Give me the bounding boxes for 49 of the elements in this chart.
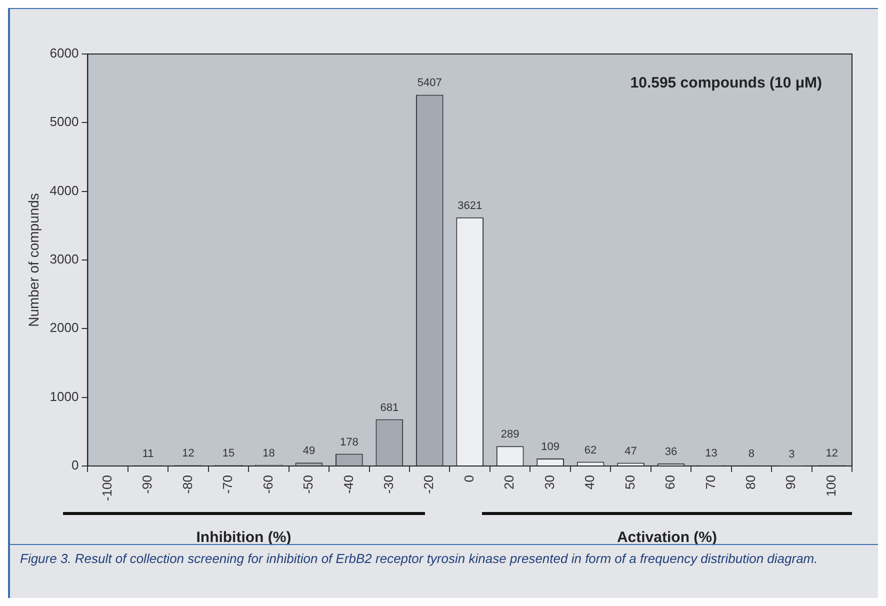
x-tick-label: 70 <box>702 474 718 490</box>
x-tick-label: 30 <box>542 474 557 490</box>
data-label: 11 <box>142 448 154 460</box>
data-label: 49 <box>302 445 316 458</box>
data-label: 47 <box>624 445 637 458</box>
data-label: 5407 <box>417 77 442 90</box>
y-tick-label: 1000 <box>50 388 79 404</box>
x-tick-label: -100 <box>99 474 114 502</box>
data-label: 289 <box>500 428 520 441</box>
x-tick-label: -70 <box>220 474 236 494</box>
x-tick-label: -90 <box>140 474 155 494</box>
data-label: 15 <box>222 447 235 460</box>
data-label: 36 <box>664 446 678 458</box>
y-tick-label: 6000 <box>50 46 79 61</box>
y-tick-label: 3000 <box>50 252 79 267</box>
data-label: 62 <box>584 444 597 456</box>
y-tick-label: 4000 <box>50 182 79 198</box>
x-tick-label: 0 <box>461 474 476 482</box>
data-label: 178 <box>340 436 358 448</box>
data-label: 3621 <box>458 200 482 212</box>
x-tick-label: -40 <box>340 474 356 494</box>
y-tick-label: 5000 <box>50 114 79 130</box>
data-label: 18 <box>262 447 275 460</box>
data-label: 109 <box>541 441 560 454</box>
data-label: 681 <box>380 402 399 414</box>
x-tick-label: -20 <box>421 474 436 494</box>
text: Activation (%) <box>616 529 718 546</box>
x-tick-label: 20 <box>502 474 517 490</box>
data-label: 3 <box>788 448 795 460</box>
caption: Figure 3. Result of collection screening for inhibition of ErbB2 receptor tyrosin kinase presented in form of a frequency distribution diagram. <box>20 551 818 566</box>
x-tick-label: -80 <box>180 474 195 494</box>
data-label: 12 <box>182 448 194 460</box>
x-tick-label: 40 <box>582 474 598 490</box>
y-tick-label: 0 <box>71 458 79 473</box>
x-tick-label: 50 <box>622 474 638 490</box>
x-tick-label: -60 <box>260 474 276 494</box>
data-label: 12 <box>826 448 838 460</box>
y-tick-label: 2000 <box>50 320 79 336</box>
x-tick-label: -30 <box>380 474 396 494</box>
data-label: 13 <box>705 448 718 460</box>
x-tick-label: 80 <box>743 474 758 490</box>
annotation: 10.595 compounds (10 μM) <box>630 74 822 92</box>
x-tick-label: 90 <box>783 474 798 490</box>
data-label: 8 <box>748 448 754 460</box>
x-tick-label: 60 <box>662 474 678 490</box>
x-tick-label: -50 <box>300 474 316 494</box>
x-tick-label: 100 <box>823 474 838 497</box>
y-axis-title: Number of compunds <box>25 193 42 327</box>
text: Inhibition (%) <box>195 529 292 546</box>
